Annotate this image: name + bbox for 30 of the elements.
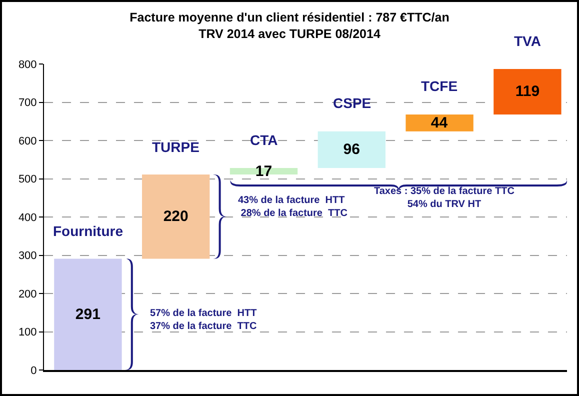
y-tick-label: 100 xyxy=(18,326,37,339)
x-tick-label: TCFE xyxy=(421,78,458,94)
y-tick-label: 500 xyxy=(18,174,37,186)
annotation: 57% de la facture HTT 37% de la facture TTC xyxy=(150,308,257,332)
y-tick-label: 800 xyxy=(18,58,37,71)
x-tick-label: TURPE xyxy=(152,139,200,155)
bar xyxy=(318,131,386,168)
data-label: 44 xyxy=(430,114,448,132)
bar xyxy=(406,114,474,132)
x-tick-label: Fourniture xyxy=(53,223,124,239)
data-label: 96 xyxy=(343,141,360,158)
y-tick-label: 600 xyxy=(18,135,37,148)
bar xyxy=(142,174,210,259)
annotation: 43% de la facture HTT 28% de la facture TTC xyxy=(238,195,348,219)
y-tick-label: 400 xyxy=(18,212,37,224)
x-tick-label: TVA xyxy=(514,33,541,49)
bar xyxy=(494,68,562,114)
chart-title: Facture moyenne d'un client résidentiel : 787 €TTC/an TRV 2014 avec TURPE 08/2014 xyxy=(130,10,450,41)
y-tick-label: 0 xyxy=(30,364,37,377)
data-label: 291 xyxy=(75,306,100,323)
annotation: Taxes : 35% de la facture TTC 54% du TRV HT xyxy=(374,186,514,210)
y-tick-label: 300 xyxy=(18,250,37,262)
x-tick-label: CSPE xyxy=(333,95,372,111)
y-tick-label: 700 xyxy=(18,97,37,110)
bar xyxy=(54,258,122,370)
data-label: 119 xyxy=(515,83,540,100)
data-label: 17 xyxy=(255,162,272,180)
x-tick-label: CTA xyxy=(250,132,278,148)
data-label: 220 xyxy=(163,208,188,226)
y-tick-label: 200 xyxy=(18,288,37,300)
